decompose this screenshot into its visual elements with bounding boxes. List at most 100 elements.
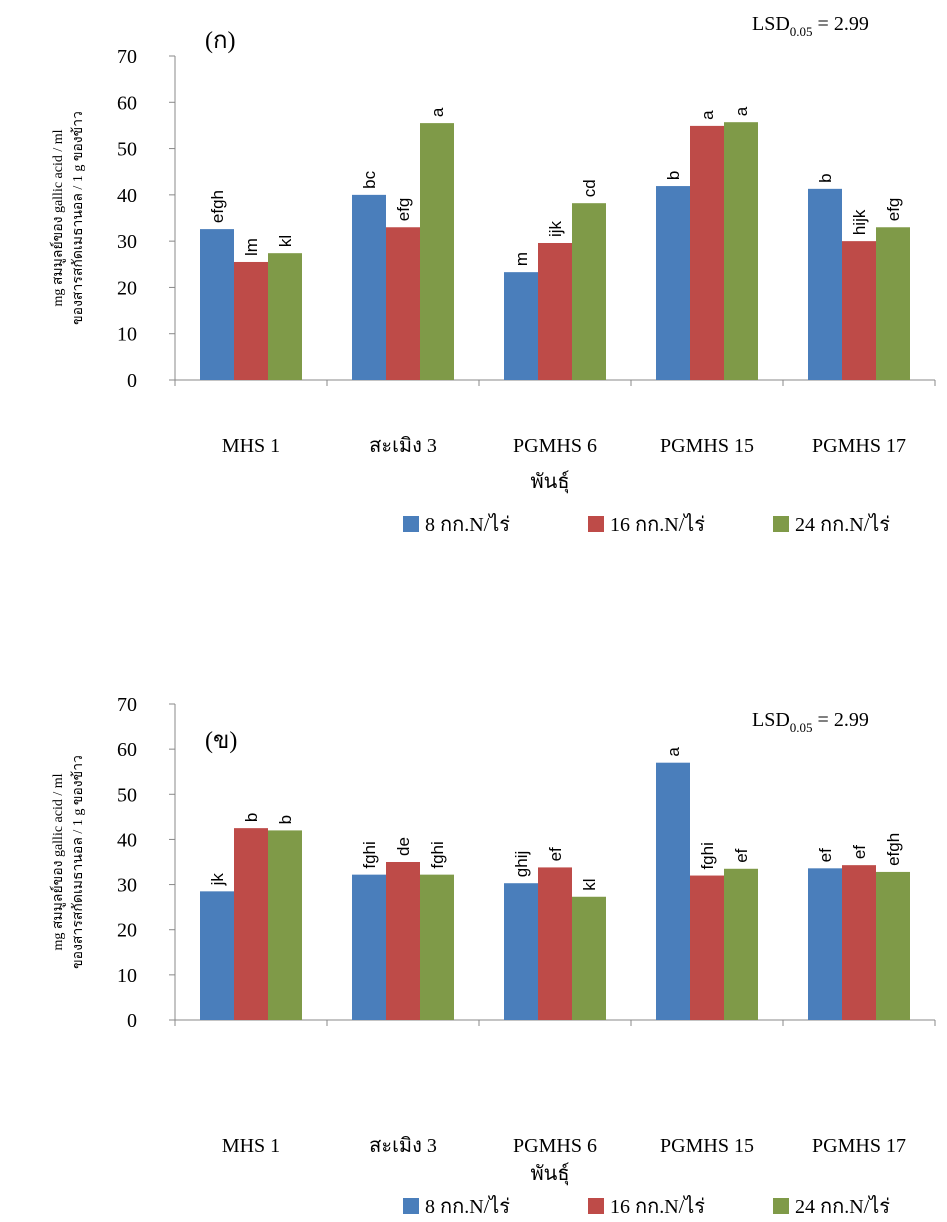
legend-swatch bbox=[588, 516, 604, 532]
y-tick-label: 70 bbox=[117, 694, 137, 716]
lsd-sub: 0.05 bbox=[790, 720, 813, 735]
y-tick-label: 50 bbox=[117, 784, 137, 806]
y-tick-label: 10 bbox=[117, 324, 137, 346]
x-tick-label: สะเมิง 3 bbox=[369, 435, 437, 457]
significance-label: efgh bbox=[208, 190, 227, 223]
significance-label: a bbox=[664, 747, 683, 757]
bar bbox=[234, 262, 268, 380]
bar bbox=[538, 867, 572, 1020]
legend-label: 24 กก.N/ไร่ bbox=[795, 513, 890, 536]
legend-swatch bbox=[588, 1198, 604, 1214]
y-tick-label: 60 bbox=[117, 92, 137, 114]
y-tick-label: 30 bbox=[117, 875, 137, 897]
y-tick-label: 50 bbox=[117, 139, 137, 161]
bar bbox=[268, 830, 302, 1020]
x-tick-label: PGMHS 6 bbox=[513, 1135, 597, 1157]
y-axis-title: ของสารสกัดเมธานอล / 1 g ของข้าว bbox=[70, 111, 86, 325]
bar bbox=[690, 126, 724, 380]
y-tick-label: 60 bbox=[117, 739, 137, 761]
bar bbox=[842, 865, 876, 1020]
significance-label: jk bbox=[208, 873, 227, 887]
bar bbox=[690, 876, 724, 1020]
bar bbox=[538, 243, 572, 380]
legend-swatch bbox=[773, 1198, 789, 1214]
bar bbox=[572, 897, 606, 1020]
y-axis-title: mg สมมูลย์ของ gallic acid / ml bbox=[49, 129, 66, 306]
bar bbox=[386, 862, 420, 1020]
y-tick-label: 0 bbox=[127, 1010, 137, 1032]
bar bbox=[656, 186, 690, 380]
significance-label: fghi bbox=[698, 842, 717, 869]
bar bbox=[572, 203, 606, 380]
legend-swatch bbox=[403, 516, 419, 532]
x-tick-label: MHS 1 bbox=[222, 1135, 280, 1157]
page: 0 10 20 30 40 50 60 70 mg สมมูลย์ของ gallic acid… bbox=[0, 0, 947, 1222]
significance-label: efgh bbox=[884, 833, 903, 866]
bar bbox=[504, 272, 538, 380]
significance-label: b bbox=[816, 173, 835, 182]
significance-label: m bbox=[512, 252, 531, 266]
significance-label: ghij bbox=[512, 851, 531, 877]
significance-label: ef bbox=[546, 847, 565, 861]
panel-label: (ก) bbox=[205, 28, 236, 54]
significance-label: kl bbox=[276, 235, 295, 247]
panel-label: (ข) bbox=[205, 728, 237, 754]
bar bbox=[200, 891, 234, 1020]
y-tick-label: 30 bbox=[117, 231, 137, 253]
y-tick-label: 20 bbox=[117, 920, 137, 942]
bar bbox=[656, 763, 690, 1020]
bar bbox=[234, 828, 268, 1020]
y-axis-title: mg สมมูลย์ของ gallic acid / ml bbox=[49, 773, 66, 950]
bar bbox=[352, 875, 386, 1020]
bar bbox=[876, 227, 910, 380]
x-tick-label: PGMHS 17 bbox=[812, 435, 906, 457]
x-axis-title: พันธุ์ bbox=[530, 470, 569, 494]
bar bbox=[724, 869, 758, 1020]
legend-swatch bbox=[403, 1198, 419, 1214]
lsd-label: LSD0.05 = 2.99 bbox=[752, 13, 869, 39]
y-tick-label: 40 bbox=[117, 829, 137, 851]
significance-label: ef bbox=[850, 845, 869, 859]
significance-label: fghi bbox=[360, 841, 379, 868]
significance-label: ef bbox=[816, 848, 835, 862]
significance-label: lm bbox=[242, 238, 261, 256]
bar bbox=[724, 122, 758, 380]
lsd-rest: = 2.99 bbox=[813, 709, 869, 731]
y-tick-label: 40 bbox=[117, 185, 137, 207]
significance-label: hijk bbox=[850, 209, 869, 235]
lsd-text: LSD bbox=[752, 13, 790, 35]
significance-label: ef bbox=[732, 848, 751, 862]
significance-label: ijk bbox=[546, 220, 565, 237]
legend-label: 24 กก.N/ไร่ bbox=[795, 1195, 890, 1218]
bar bbox=[352, 195, 386, 380]
significance-label: a bbox=[732, 106, 751, 116]
lsd-sub: 0.05 bbox=[790, 24, 813, 39]
bar bbox=[268, 253, 302, 380]
bar bbox=[420, 875, 454, 1020]
x-tick-label: PGMHS 15 bbox=[660, 1135, 754, 1157]
legend-label: 16 กก.N/ไร่ bbox=[610, 513, 705, 536]
x-tick-label: PGMHS 15 bbox=[660, 435, 754, 457]
y-axis-title: ของสารสกัดเมธานอล / 1 g ของข้าว bbox=[70, 755, 86, 969]
legend-label: 16 กก.N/ไร่ bbox=[610, 1195, 705, 1218]
significance-label: efg bbox=[394, 198, 413, 222]
legend-label: 8 กก.N/ไร่ bbox=[425, 1195, 510, 1218]
y-tick-label: 20 bbox=[117, 277, 137, 299]
significance-label: b bbox=[664, 171, 683, 180]
bar bbox=[808, 189, 842, 380]
bar bbox=[876, 872, 910, 1020]
y-tick-label: 10 bbox=[117, 965, 137, 987]
significance-label: a bbox=[698, 110, 717, 120]
significance-label: bc bbox=[360, 170, 379, 188]
bar bbox=[504, 883, 538, 1020]
x-tick-label: PGMHS 6 bbox=[513, 435, 597, 457]
x-tick-label: MHS 1 bbox=[222, 435, 280, 457]
significance-label: kl bbox=[580, 878, 599, 890]
bar bbox=[420, 123, 454, 380]
significance-label: a bbox=[428, 107, 447, 117]
significance-label: efg bbox=[884, 198, 903, 222]
lsd-label: LSD0.05 = 2.99 bbox=[752, 709, 869, 735]
bar bbox=[842, 241, 876, 380]
bar bbox=[808, 868, 842, 1020]
x-tick-label: สะเมิง 3 bbox=[369, 1135, 437, 1157]
